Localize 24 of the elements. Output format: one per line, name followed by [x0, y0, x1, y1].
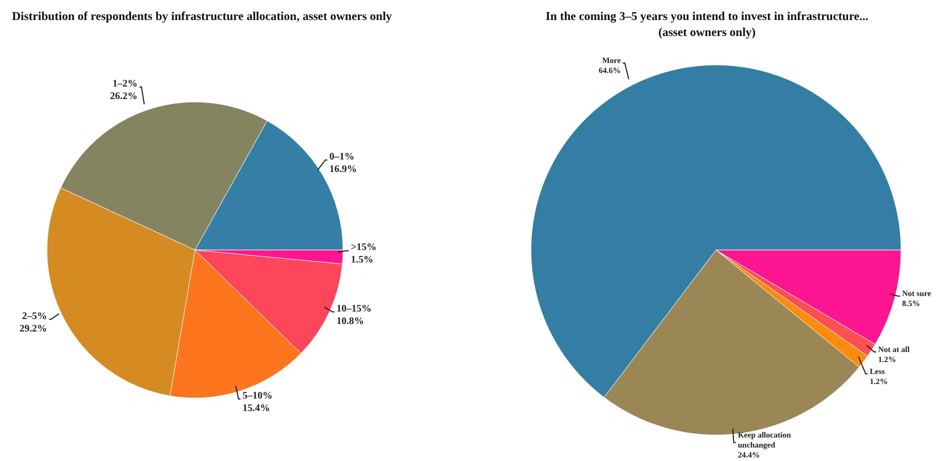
- slice-label: Not at all: [878, 344, 910, 354]
- data-label: 1.2%: [878, 354, 896, 364]
- slice-label: Keep allocation unchanged: [738, 430, 792, 450]
- data-label: 1.2%: [870, 376, 888, 386]
- slice-label: 5–10%: [242, 390, 273, 402]
- data-label: 10.8%: [336, 316, 364, 327]
- data-label: 8.5%: [902, 299, 920, 308]
- data-label: 24.4%: [738, 450, 760, 460]
- data-label: 15.4%: [242, 402, 270, 414]
- slice-label: 10–15%: [336, 303, 372, 314]
- slice-label: >15%: [350, 242, 377, 254]
- data-label: 64.6%: [598, 66, 621, 75]
- slice-label: 1–2%: [112, 78, 138, 90]
- slice-label: Less: [870, 366, 885, 376]
- slice-label: 2–5%: [22, 310, 48, 322]
- chart-title: Distribution of respondents by infrastructure allocation, asset owners only: [11, 8, 393, 25]
- chart-title: In the coming 3–5 years you intend to invest in infrastructure... (asset owners only): [544, 8, 870, 41]
- data-label: 16.9%: [329, 164, 357, 175]
- data-label: 29.2%: [20, 323, 48, 334]
- slice-label: Not sure: [902, 289, 932, 298]
- data-label: 26.2%: [110, 91, 138, 102]
- data-label: 1.5%: [350, 254, 374, 266]
- slice-label: 0–1%: [329, 151, 354, 162]
- slice-label: More: [602, 56, 622, 65]
